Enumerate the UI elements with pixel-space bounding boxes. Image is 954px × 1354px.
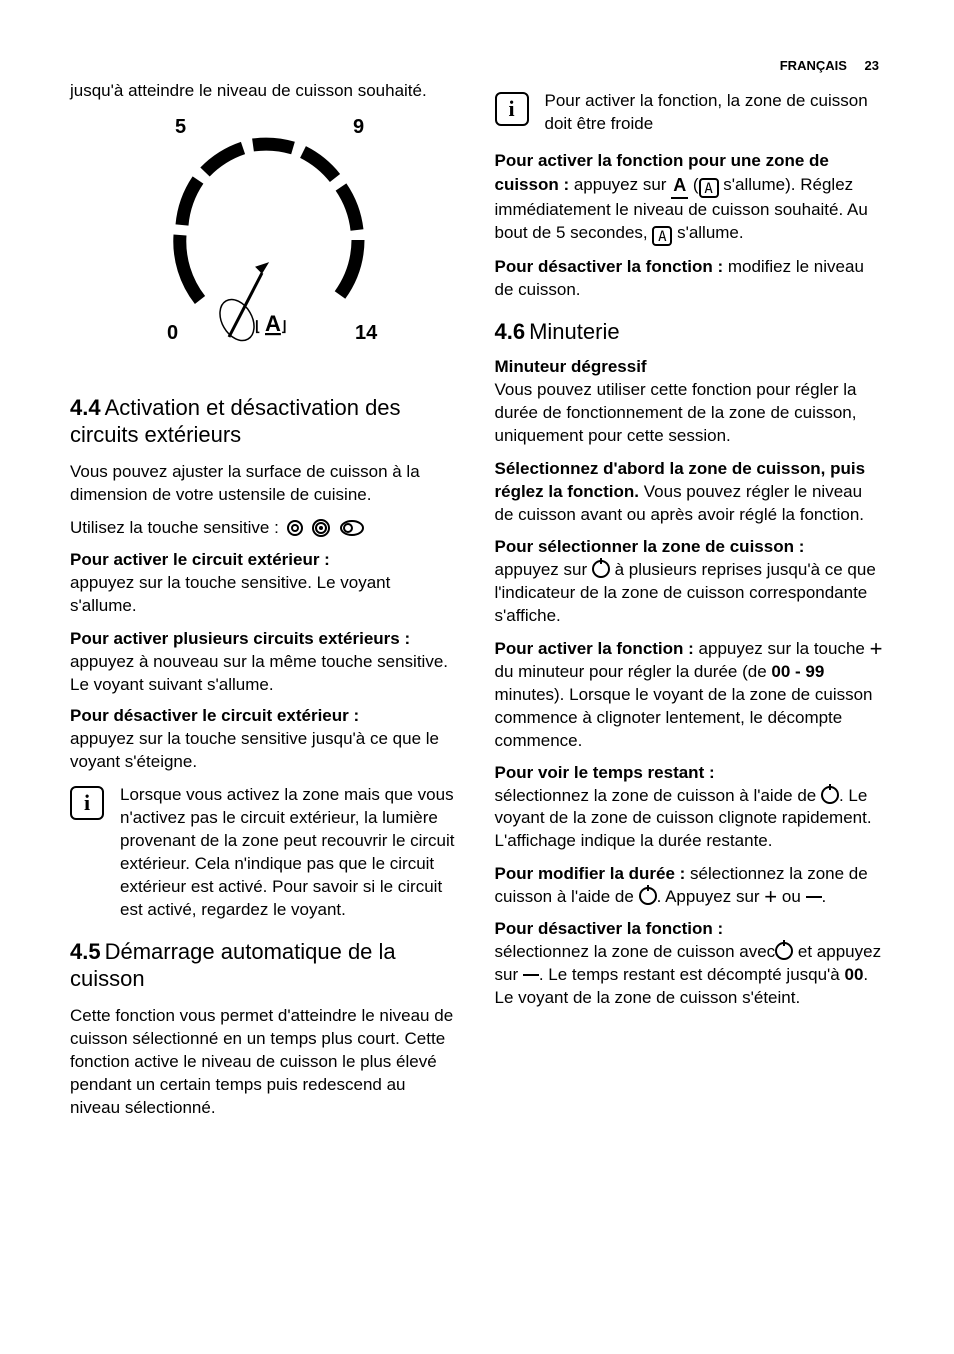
section-4-4-heading: 4.4Activation et désactivation des circu… — [70, 394, 460, 449]
s46-sub5: Pour voir le temps restant : — [495, 763, 885, 783]
header-language: FRANÇAIS — [780, 58, 847, 73]
s46-sub3: Pour sélectionner la zone de cuisson : — [495, 537, 885, 557]
s46-sub6-t3: ou — [777, 887, 805, 906]
ring-oval-icon — [339, 519, 365, 537]
section-title: Minuterie — [529, 319, 619, 344]
header-page-number: 23 — [865, 58, 879, 73]
left-column: jusqu'à atteindre le niveau de cuisson s… — [70, 80, 460, 1130]
s46-sub3-text: appuyez sur à plusieurs reprises jusqu'à… — [495, 559, 885, 628]
dial-label-9: 9 — [353, 116, 364, 138]
section-title: Démarrage automatique de la cuisson — [70, 939, 396, 992]
s46-sub2: Sélectionnez d'abord la zone de cuisson,… — [495, 458, 885, 527]
s46-sub6: Pour modifier la durée : sélectionnez la… — [495, 863, 885, 909]
section-4-5-heading: 4.5Démarrage automatique de la cuisson — [70, 938, 460, 993]
a-symbol-icon: A — [671, 173, 688, 199]
s46-sub5-t1: sélectionnez la zone de cuisson à l'aide… — [495, 786, 821, 805]
s44-h1-text: appuyez sur la touche sensitive. Le voya… — [70, 572, 460, 618]
clock-icon — [775, 942, 793, 960]
info-box-2: i Pour activer la fonction, la zone de c… — [495, 90, 885, 136]
info-icon: i — [495, 92, 529, 126]
s45-act-t3: s'allume. — [672, 223, 743, 242]
dial-figure: 5 9 0 14 A ⌊ ⌋ — [70, 115, 460, 370]
s44-h2-bold: Pour activer plusieurs circuits extérieu… — [70, 629, 410, 648]
svg-text:⌋: ⌋ — [281, 318, 286, 334]
dial-label-a: A — [265, 311, 281, 336]
s44-p2-prefix: Utilisez la touche sensitive : — [70, 518, 284, 537]
page-header: FRANÇAIS 23 — [780, 58, 879, 73]
s46-sub4: Pour activer la fonction : appuyez sur l… — [495, 638, 885, 753]
s44-h1: Pour activer le circuit extérieur : — [70, 550, 460, 570]
clock-icon — [639, 887, 657, 905]
dial-label-0: 0 — [167, 322, 178, 344]
section-4-6-heading: 4.6Minuterie — [495, 318, 885, 346]
section-number: 4.6 — [495, 319, 526, 344]
section-title: Activation et désactivation des circuits… — [70, 395, 401, 448]
s46-sub6-t4: . — [822, 887, 827, 906]
s46-sub7: Pour désactiver la fonction : — [495, 919, 885, 939]
s46-sub4-t3: minutes). Lorsque le voyant de la zone d… — [495, 685, 873, 750]
section-number: 4.4 — [70, 395, 101, 420]
minus-icon — [806, 896, 822, 898]
s45-p1: Cette fonction vous permet d'atteindre l… — [70, 1005, 460, 1120]
s46-sub4-bold: Pour activer la fonction : — [495, 639, 694, 658]
s46-sub3-t1: appuyez sur — [495, 560, 592, 579]
info-text-1: Lorsque vous activez la zone mais que vo… — [120, 784, 460, 922]
section-number: 4.5 — [70, 939, 101, 964]
s45-deactivate: Pour désactiver la fonction : modifiez l… — [495, 256, 885, 302]
s44-p2: Utilisez la touche sensitive : — [70, 517, 460, 540]
s46-sub7-t3: . Le temps restant est décompté jusqu'à — [539, 965, 845, 984]
svg-text:⌊: ⌊ — [255, 318, 260, 334]
s46-sub4-t2: du minuteur pour régler la durée (de — [495, 662, 772, 681]
s46-sub5-text: sélectionnez la zone de cuisson à l'aide… — [495, 785, 885, 854]
info-box-1: i Lorsque vous activez la zone mais que … — [70, 784, 460, 922]
ring-single-icon — [286, 519, 304, 537]
s46-sub1: Minuteur dégressif — [495, 357, 885, 377]
s46-sub6-bold: Pour modifier la durée : — [495, 864, 686, 883]
s46-sub4-range: 00 - 99 — [771, 662, 824, 681]
two-column-layout: jusqu'à atteindre le niveau de cuisson s… — [70, 80, 884, 1130]
s44-h3: Pour désactiver le circuit extérieur : — [70, 706, 460, 726]
info-icon: i — [70, 786, 104, 820]
clock-icon — [592, 560, 610, 578]
s44-h3-text: appuyez sur la touche sensitive jusqu'à … — [70, 728, 460, 774]
intro-continued: jusqu'à atteindre le niveau de cuisson s… — [70, 80, 460, 103]
dial-label-14: 14 — [355, 322, 378, 344]
s46-sub4-t1: appuyez sur la touche — [694, 639, 870, 658]
s46-sub7-t1: sélectionnez la zone de cuisson avec — [495, 942, 776, 961]
s45-deact-bold: Pour désactiver la fonction : — [495, 257, 724, 276]
minus-icon — [523, 974, 539, 976]
dial-label-5: 5 — [175, 116, 186, 138]
s45-activate: Pour activer la fonction pour une zone d… — [495, 150, 885, 246]
dial-svg: 5 9 0 14 A ⌊ ⌋ — [125, 115, 405, 365]
ring-double-icon — [312, 519, 330, 537]
s46-sub6-t2: . Appuyez sur — [657, 887, 765, 906]
s46-sub7-text: sélectionnez la zone de cuisson avec et … — [495, 941, 885, 1010]
clock-icon — [821, 786, 839, 804]
a-box-icon: A — [652, 226, 672, 246]
right-column: i Pour activer la fonction, la zone de c… — [495, 80, 885, 1130]
s46-sub1-text: Vous pouvez utiliser cette fonction pour… — [495, 379, 885, 448]
s45-act-t1: appuyez sur — [569, 175, 671, 194]
s44-p1: Vous pouvez ajuster la surface de cuisso… — [70, 461, 460, 507]
a-box-icon: A — [699, 178, 719, 198]
s44-h2-text: appuyez à nouveau sur la même touche sen… — [70, 652, 448, 694]
s44-h2: Pour activer plusieurs circuits extérieu… — [70, 628, 460, 697]
info-text-2: Pour activer la fonction, la zone de cui… — [545, 90, 885, 136]
s46-sub7-zero: 00 — [844, 965, 863, 984]
